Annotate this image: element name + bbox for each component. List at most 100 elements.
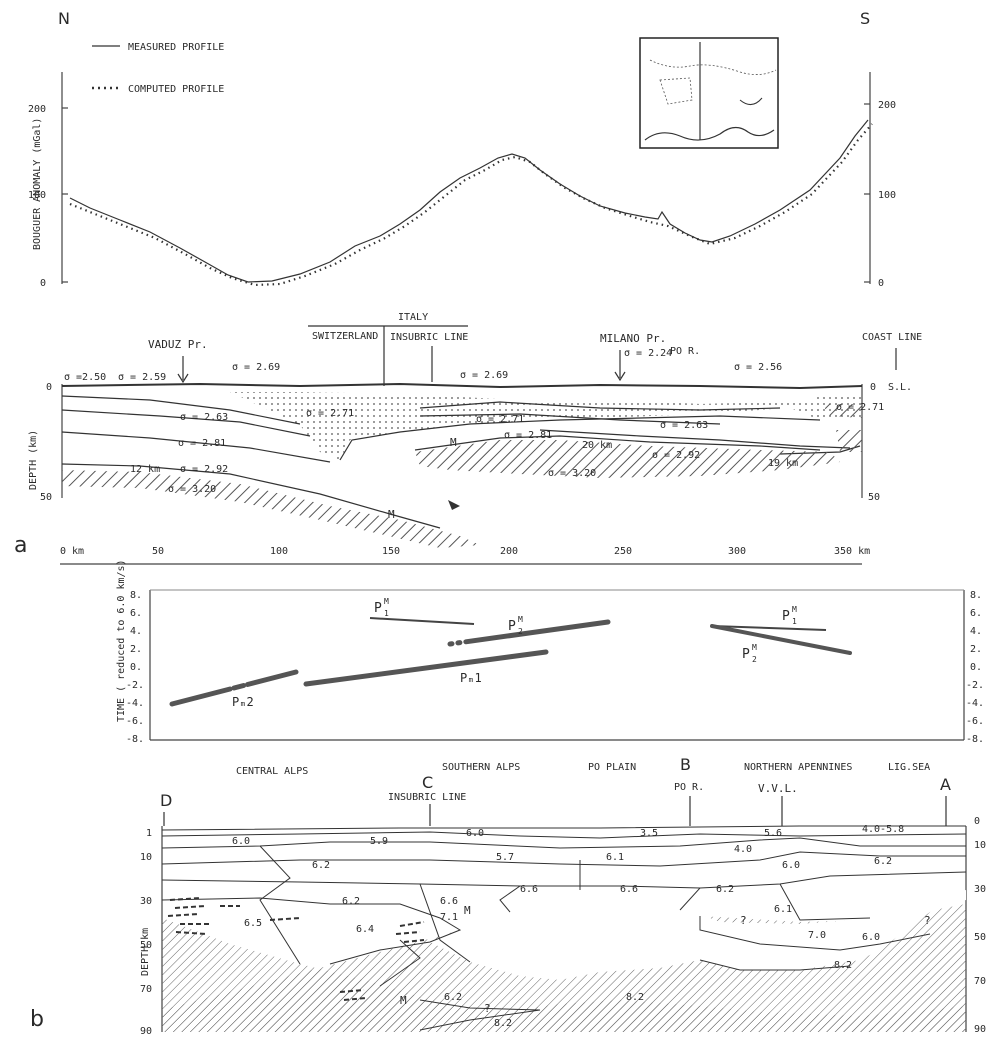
- svg-text:P: P: [742, 647, 750, 662]
- svg-text:M: M: [792, 605, 797, 614]
- svg-text:350 km: 350 km: [834, 546, 870, 557]
- phase-labels: P M 1 P M 2 P M 1 P M 2 Pₘ1 Pₘ2: [232, 597, 797, 709]
- po-river-label: PO R.: [670, 346, 700, 357]
- svg-text:-4.: -4.: [966, 698, 984, 709]
- crustal-section-a: ITALY SWITZERLAND INSUBRIC LINE VADUZ Pr…: [14, 312, 922, 565]
- svg-text:6.2: 6.2: [874, 856, 892, 867]
- svg-text:?: ?: [924, 914, 931, 927]
- point-c: C: [422, 773, 433, 792]
- svg-text:σ = 2.69: σ = 2.69: [460, 370, 508, 381]
- svg-text:2: 2: [518, 627, 523, 636]
- section-b-left-ticks: 1 10 30 50 70 90: [140, 828, 152, 1037]
- svg-text:100: 100: [270, 546, 288, 557]
- legend-computed-label: COMPUTED PROFILE: [128, 84, 224, 95]
- layer-lines: [161, 825, 967, 1031]
- svg-text:P: P: [508, 619, 516, 634]
- panel-label-b: b: [30, 1007, 44, 1032]
- svg-text:σ = 2.24: σ = 2.24: [624, 348, 672, 359]
- svg-text:σ = 2.71: σ = 2.71: [306, 408, 354, 419]
- svg-text:150: 150: [382, 546, 400, 557]
- svg-text:50: 50: [140, 940, 152, 951]
- point-a: A: [940, 775, 951, 794]
- south-label: S: [860, 9, 870, 28]
- svg-text:0.: 0.: [970, 662, 982, 673]
- coast-line-label: COAST LINE: [862, 332, 922, 343]
- svg-text:?: ?: [484, 1002, 491, 1015]
- switzerland-label: SWITZERLAND: [312, 331, 378, 342]
- svg-text:σ = 2.63: σ = 2.63: [180, 412, 228, 423]
- svg-text:4.: 4.: [130, 626, 142, 637]
- svg-text:50: 50: [152, 546, 164, 557]
- svg-text:200: 200: [500, 546, 518, 557]
- svg-text:0 km: 0 km: [60, 546, 84, 557]
- svg-text:6.0: 6.0: [232, 836, 250, 847]
- svg-text:6.1: 6.1: [774, 904, 792, 915]
- svg-text:M: M: [518, 615, 523, 624]
- svg-text:σ = 2.92: σ = 2.92: [180, 464, 228, 475]
- svg-text:2.: 2.: [970, 644, 982, 655]
- svg-text:M: M: [384, 597, 389, 606]
- svg-text:7.0: 7.0: [808, 930, 826, 941]
- svg-text:70: 70: [974, 976, 986, 987]
- svg-text:6.1: 6.1: [606, 852, 624, 863]
- svg-text:4.0: 4.0: [734, 844, 752, 855]
- panel-label-a: a: [14, 533, 27, 558]
- svg-text:6.5: 6.5: [244, 918, 262, 929]
- vaduz-label: VADUZ Pr.: [148, 338, 208, 351]
- vvl-label: V.V.L.: [758, 782, 798, 795]
- time-y-label: TIME ( reduced to 6.0 km/s): [116, 559, 127, 722]
- svg-text:NORTHERN APENNINES: NORTHERN APENNINES: [744, 762, 852, 773]
- svg-text:6.0: 6.0: [862, 932, 880, 943]
- svg-text:6.0: 6.0: [466, 828, 484, 839]
- svg-text:LIG.SEA: LIG.SEA: [888, 762, 930, 773]
- svg-text:6.2: 6.2: [342, 896, 360, 907]
- legend-measured-label: MEASURED PROFILE: [128, 42, 224, 53]
- travel-time-panel: TIME ( reduced to 6.0 km/s) 8. 6. 4. 2. …: [116, 559, 984, 745]
- svg-text:50: 50: [974, 932, 986, 943]
- phase-p2m-right: [710, 624, 852, 655]
- svg-text:10: 10: [974, 840, 986, 851]
- svg-text:50: 50: [868, 492, 880, 503]
- north-label: N: [58, 9, 70, 28]
- svg-text:100: 100: [28, 190, 46, 201]
- svg-text:σ = 2.69: σ = 2.69: [232, 362, 280, 373]
- svg-text:8.2: 8.2: [626, 992, 644, 1003]
- svg-text:100: 100: [878, 190, 896, 201]
- computed-profile: [69, 123, 873, 287]
- svg-text:5.6: 5.6: [764, 828, 782, 839]
- svg-text:SOUTHERN ALPS: SOUTHERN ALPS: [442, 762, 520, 773]
- svg-text:8.: 8.: [970, 590, 982, 601]
- measured-profile: [69, 119, 869, 283]
- svg-text:Pₘ2: Pₘ2: [232, 695, 254, 709]
- crustal-section-b: CENTRAL ALPS SOUTHERN ALPS PO PLAIN NORT…: [30, 755, 986, 1037]
- svg-text:CENTRAL ALPS: CENTRAL ALPS: [236, 766, 308, 777]
- svg-text:0: 0: [878, 278, 884, 289]
- bouguer-left-ticks: 200 100 0: [28, 104, 68, 289]
- svg-text:M: M: [464, 904, 471, 917]
- legend: MEASURED PROFILE COMPUTED PROFILE: [92, 42, 224, 95]
- svg-text:-2.: -2.: [126, 680, 144, 691]
- svg-text:30: 30: [140, 896, 152, 907]
- svg-text:0.: 0.: [130, 662, 142, 673]
- svg-text:5.7: 5.7: [496, 852, 514, 863]
- svg-text:-8.: -8.: [126, 734, 144, 745]
- velocity-labels: 6.0 5.9 6.0 3.5 5.6 4.0-5.8 6.2 5.7 6.1 …: [232, 824, 931, 1029]
- svg-text:6.: 6.: [970, 608, 982, 619]
- svg-text:6.6: 6.6: [520, 884, 538, 895]
- svg-text:M: M: [450, 436, 457, 449]
- svg-text:0: 0: [974, 816, 980, 827]
- svg-text:P: P: [782, 609, 790, 624]
- mantle-hatch-left: [62, 470, 480, 548]
- svg-text:6.2: 6.2: [444, 992, 462, 1003]
- svg-text:6.6: 6.6: [440, 896, 458, 907]
- svg-text:2: 2: [752, 655, 757, 664]
- section-a-x-ticks: 0 km 50 100 150 200 250 300 350 km: [60, 546, 870, 557]
- mantle-hatch-right: [415, 440, 840, 478]
- svg-text:σ = 2.71: σ = 2.71: [836, 402, 884, 413]
- svg-text:-2.: -2.: [966, 680, 984, 691]
- svg-text:200: 200: [28, 104, 46, 115]
- section-a-depth-label: DEPTH (km): [28, 430, 39, 490]
- svg-text:7.1: 7.1: [440, 912, 458, 923]
- insubric-line-b: INSUBRIC LINE: [388, 792, 466, 803]
- svg-text:0: 0: [40, 278, 46, 289]
